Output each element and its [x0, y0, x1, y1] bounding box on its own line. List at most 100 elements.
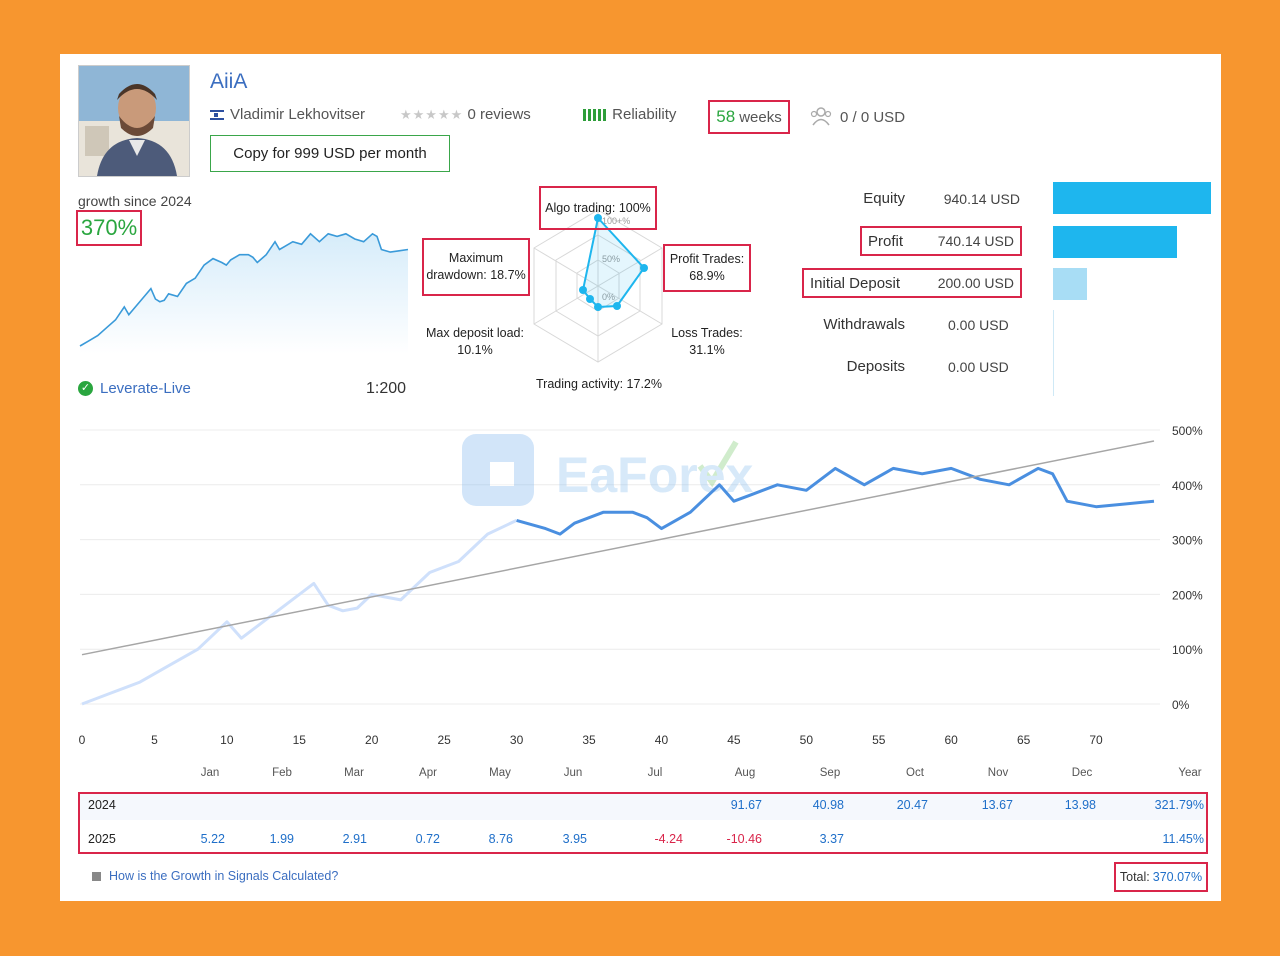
stat-value: 940.14 USD	[943, 191, 1020, 207]
x-tick-label: 10	[220, 733, 234, 747]
x-tick-label: 55	[872, 733, 886, 747]
table-cell[interactable]: 40.98	[812, 798, 844, 812]
y-tick-label: 0%	[1172, 698, 1190, 712]
table-cell[interactable]: 0.72	[415, 832, 440, 846]
month-label: Sep	[820, 767, 840, 779]
y-tick-label: 200%	[1172, 588, 1203, 602]
signal-name[interactable]: AiiA	[210, 70, 248, 93]
weeks-number: 58	[716, 107, 736, 126]
y-tick-label: 500%	[1172, 424, 1203, 438]
reviews-row[interactable]: ★★★★★ 0 reviews	[400, 106, 531, 123]
stat-value: 200.00 USD	[937, 275, 1014, 291]
x-tick-label: 65	[1017, 733, 1031, 747]
weeks-label: weeks	[739, 108, 782, 126]
month-label: Nov	[988, 767, 1009, 779]
help-link-row[interactable]: How is the Growth in Signals Calculated?	[92, 869, 338, 883]
subscribers-icon	[810, 106, 832, 130]
x-tick-label: 60	[945, 733, 959, 747]
flag-icon	[210, 110, 224, 121]
x-tick-label: 30	[510, 733, 524, 747]
stat-label: Profit	[868, 232, 904, 250]
stat-value: 0.00 USD	[948, 317, 1009, 333]
month-label: Aug	[735, 767, 755, 779]
table-cell[interactable]: 20.47	[896, 798, 928, 812]
signal-card: AiiA Vladimir Lekhovitser ★★★★★ 0 review…	[60, 54, 1221, 901]
avatar[interactable]	[78, 65, 190, 177]
reviews-count: 0 reviews	[467, 106, 531, 123]
table-cell[interactable]: 5.22	[200, 832, 225, 846]
weeks-badge: 58 weeks	[708, 100, 790, 134]
x-tick-label: 70	[1089, 733, 1103, 747]
table-cell[interactable]: 3.95	[562, 832, 587, 846]
total-value: 370.07%	[1152, 870, 1203, 884]
table-cell[interactable]: 2.91	[342, 832, 367, 846]
month-label: Jul	[648, 767, 663, 779]
stat-row: Equity 940.14 USD	[790, 182, 1221, 218]
stat-value: 740.14 USD	[937, 233, 1014, 249]
month-label: Oct	[906, 767, 925, 779]
x-tick-label: 0	[79, 733, 86, 747]
table-cell[interactable]: -10.46	[726, 832, 762, 846]
table-cell[interactable]: -4.24	[654, 832, 684, 846]
x-tick-label: 45	[727, 733, 741, 747]
y-tick-label: 100%	[1172, 643, 1203, 657]
month-label: Jun	[564, 767, 583, 779]
growth-label: growth since 2024	[78, 193, 192, 209]
stat-label: Equity	[863, 190, 905, 207]
month-label: Feb	[272, 767, 292, 779]
table-cell[interactable]: 91.67	[730, 798, 762, 812]
max-drawdown-label: Maximum drawdown: 18.7%	[422, 238, 530, 296]
copy-button[interactable]: Copy for 999 USD per month	[210, 135, 450, 172]
author-row: Vladimir Lekhovitser	[210, 106, 365, 123]
stat-label: Deposits	[846, 358, 905, 375]
total-growth-box: Total: 370.07%	[1114, 862, 1208, 892]
total-label: Total:	[1119, 870, 1150, 884]
table-cell[interactable]: 8.76	[488, 832, 513, 846]
watermark-text: EaForex	[556, 447, 754, 503]
month-label: Apr	[419, 767, 437, 779]
radar-ring-50: 50%	[602, 254, 620, 264]
table-cell[interactable]: 13.67	[981, 798, 1013, 812]
profit-trades-label: Profit Trades: 68.9%	[663, 244, 751, 292]
stat-bar	[1053, 182, 1211, 214]
table-cell[interactable]: 3.37	[819, 832, 844, 846]
help-link[interactable]: How is the Growth in Signals Calculated?	[109, 869, 339, 883]
stat-highlight: Initial Deposit 200.00 USD	[802, 268, 1022, 298]
table-year-total: 321.79%	[1154, 798, 1204, 812]
growth-value: 370%	[76, 210, 142, 246]
y-tick-label: 300%	[1172, 534, 1203, 548]
subscribers-row: 0 / 0 USD	[810, 106, 905, 130]
table-cell[interactable]: 13.98	[1064, 798, 1096, 812]
growth-chart: EaForex 500% 400% 300% 200% 100% 0% 0 5 10 15 20 25 3…	[79, 424, 1203, 779]
radar-ring-100: 100+%	[602, 216, 630, 226]
growth-line	[81, 519, 518, 706]
y-tick-label: 400%	[1172, 479, 1203, 493]
x-tick-label: 20	[365, 733, 379, 747]
stat-label: Withdrawals	[823, 316, 905, 333]
month-label: May	[489, 767, 511, 779]
help-icon	[92, 871, 101, 881]
table-cell[interactable]: 1.99	[269, 832, 294, 846]
stat-highlight: Profit 740.14 USD	[860, 226, 1022, 256]
trading-activity-label: Trading activity: 17.2%	[536, 377, 662, 391]
trend-line	[81, 440, 1155, 656]
monthly-growth-table: 2024 91.67 40.98 20.47 13.67 13.98 321.79% 2025…	[78, 792, 1208, 854]
growth-sparkline	[79, 232, 409, 354]
stat-label: Initial Deposit	[810, 274, 901, 292]
month-label: Mar	[344, 767, 364, 779]
x-tick-label: 5	[151, 733, 158, 747]
algo-trading-label: Algo trading: 100%	[539, 186, 657, 230]
stat-row: Profit 740.14 USD	[790, 226, 1221, 260]
max-deposit-load-label: Max deposit load: 10.1%	[426, 326, 524, 357]
x-tick-label: 50	[800, 733, 814, 747]
x-tick-label: 25	[437, 733, 451, 747]
loss-trades-label: Loss Trades: 31.1%	[671, 326, 743, 357]
x-tick-label: 40	[655, 733, 669, 747]
broker-row: ✓ Leverate-Live	[78, 380, 191, 397]
author-name[interactable]: Vladimir Lekhovitser	[230, 106, 366, 123]
radar-ring-0: 0%	[602, 292, 615, 302]
x-tick-label: 15	[293, 733, 307, 747]
watermark-logo: EaForex	[462, 434, 754, 506]
broker-name[interactable]: Leverate-Live	[100, 380, 191, 397]
reliability-label: Reliability	[612, 106, 677, 123]
